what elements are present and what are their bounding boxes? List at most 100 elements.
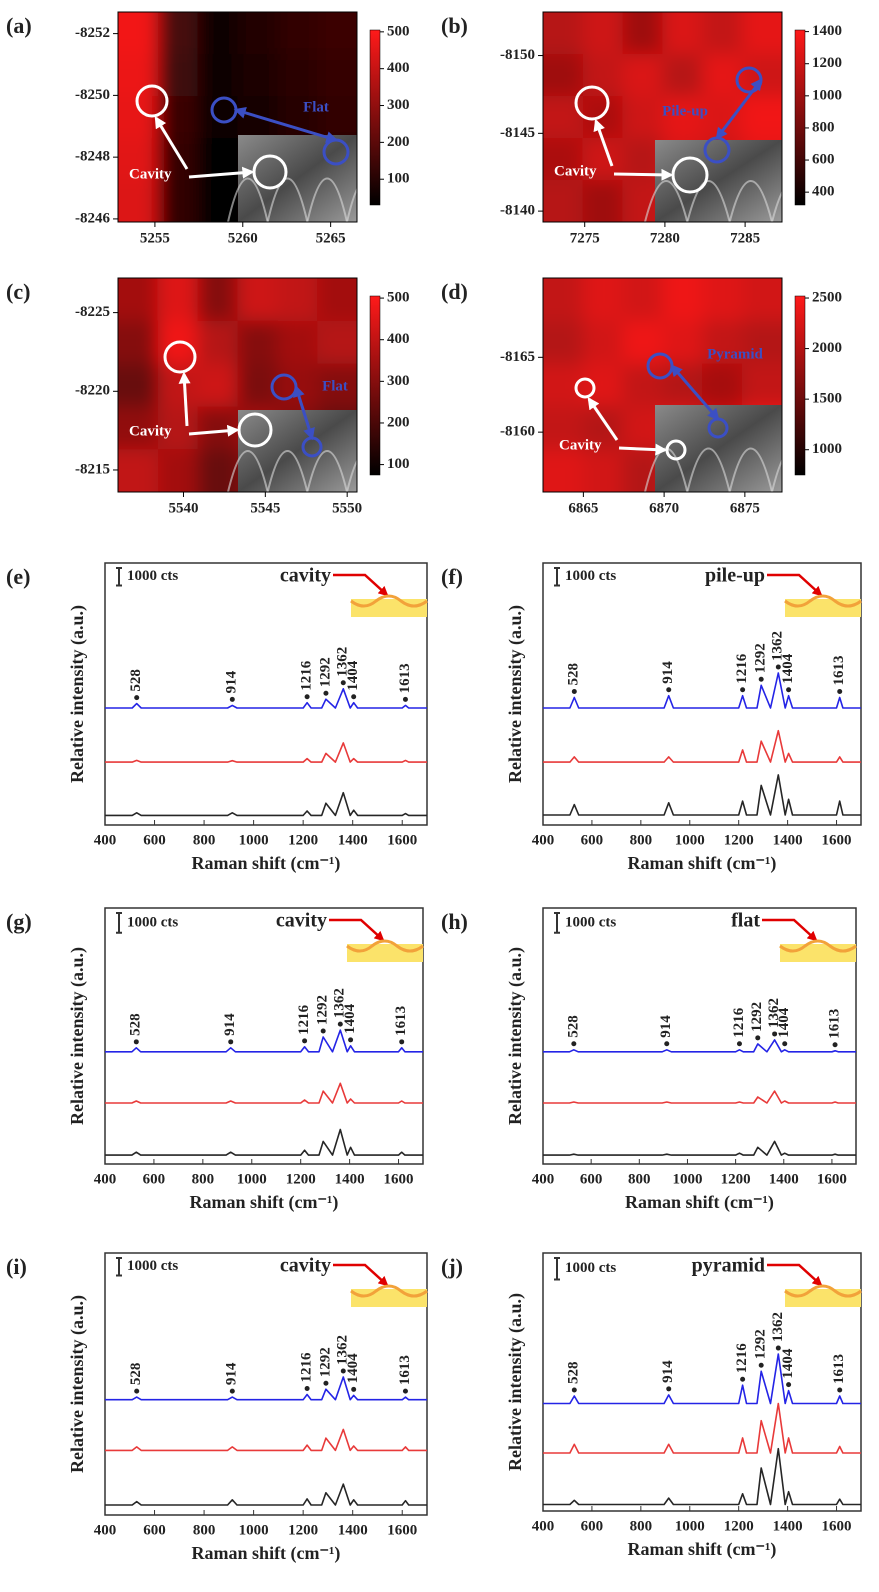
spectrum: [543, 1090, 856, 1104]
spectrum: [105, 1029, 423, 1053]
heatmap-cells: [543, 12, 782, 222]
peak-label: 1404: [780, 653, 796, 684]
heat-cell: [543, 12, 584, 55]
heat-cell: [543, 54, 584, 97]
heat-cell: [702, 363, 743, 407]
inset-arrow: [762, 918, 818, 942]
peak-label: 1362: [770, 1312, 786, 1342]
peak-label: 1216: [734, 1343, 750, 1374]
peak-label: 1292: [753, 643, 769, 673]
sem-texture: [728, 447, 773, 492]
heat-cell: [742, 278, 782, 322]
peak-label: 914: [660, 1360, 676, 1383]
arrow: [618, 443, 668, 456]
colorbar-tick-label: 1500: [812, 391, 842, 407]
heat-cell: [702, 320, 743, 365]
inset-surface: [346, 939, 424, 953]
peak-dot: [304, 694, 310, 700]
annotation: Cavity: [129, 423, 172, 439]
peak-label: 1216: [734, 653, 750, 684]
peak-label: 1216: [296, 1004, 312, 1035]
peak-label: 1292: [317, 657, 333, 687]
peak-label: 528: [566, 663, 582, 686]
panel-label: (a): [6, 13, 32, 38]
frame: [542, 907, 857, 1165]
colorbar-tick-label: 500: [387, 290, 410, 306]
x-tick-label: 600: [143, 832, 166, 848]
x-tick-label: 800: [193, 1522, 216, 1538]
scale-bar-label: 1000 cts: [565, 1260, 616, 1276]
peak-dot: [740, 687, 746, 693]
peak-label: 1216: [299, 1352, 315, 1383]
spectrum: [543, 1140, 856, 1156]
annotation: Cavity: [129, 166, 172, 182]
y-tick-label: -8215: [75, 461, 110, 477]
sem-texture: [686, 180, 731, 222]
peak-dot: [133, 1039, 139, 1045]
colorbar-tick-label: 2000: [812, 340, 842, 356]
x-tick-label: 6875: [730, 500, 760, 516]
inset-surface: [350, 594, 428, 608]
panel-label: (h): [441, 909, 468, 934]
peak-label: 1362: [766, 998, 782, 1028]
heat-cell: [197, 320, 238, 365]
heat-cell: [237, 320, 278, 365]
heat-cell: [157, 278, 199, 322]
spectrum: [543, 672, 861, 709]
x-tick-label: 7285: [730, 230, 760, 246]
heat-cell: [622, 320, 663, 365]
heatmap-cells: [118, 278, 357, 492]
spectrum: [105, 1082, 423, 1104]
x-tick-label: 5545: [250, 500, 280, 516]
colorbar-tick-label: 400: [812, 184, 835, 200]
peak-dot: [571, 1041, 577, 1047]
x-axis-label: Raman shift (cm⁻¹): [625, 1192, 774, 1213]
y-tick-label: -8140: [500, 203, 535, 219]
inset-substrate: [780, 944, 856, 962]
heat-cell: [543, 449, 584, 492]
x-tick-label: 800: [192, 1171, 215, 1187]
heat-cell: [582, 449, 624, 492]
heat-cell: [197, 363, 238, 407]
colorbar-tick-label: 400: [387, 331, 410, 347]
heat-cell: [197, 54, 238, 97]
colorbar: [369, 29, 381, 206]
peak-label: 1362: [335, 647, 351, 677]
cells: [543, 12, 782, 222]
spectrum: [543, 1039, 856, 1053]
spectrum: [543, 1402, 861, 1454]
heat-cell: [197, 96, 238, 139]
heat-cell: [543, 138, 584, 181]
sem-texture: [771, 190, 782, 222]
heat-cell: [118, 449, 159, 492]
cavity-circle: [574, 377, 596, 399]
peak-dot: [775, 1345, 781, 1351]
sem-texture: [306, 177, 348, 222]
colorbar-tick-label: 100: [387, 171, 410, 187]
peak-label: 1613: [397, 663, 413, 693]
heat-cell: [157, 12, 199, 55]
annotation: Flat: [303, 99, 329, 115]
peak-dot: [229, 696, 235, 702]
x-tick-label: 1200: [724, 832, 754, 848]
peak-dot: [340, 680, 346, 686]
scale-bar: [554, 1257, 560, 1281]
x-tick-label: 1000: [675, 832, 705, 848]
x-tick-label: 1400: [335, 1171, 365, 1187]
heat-cell: [118, 138, 159, 181]
heat-cell: [197, 12, 238, 55]
peak-dot: [782, 1041, 788, 1047]
heatmap-cells: [118, 12, 357, 222]
heat-cell: [317, 12, 357, 55]
x-tick-label: 600: [580, 1171, 603, 1187]
x-tick-label: 5265: [316, 230, 346, 246]
arrow: [593, 118, 614, 167]
spectrum: [105, 742, 427, 763]
scale-bar: [116, 912, 122, 934]
peak-dot: [134, 695, 140, 701]
peak-label: 1292: [317, 1347, 333, 1377]
colorbar: [369, 295, 381, 476]
peak-label: 1613: [826, 1009, 842, 1039]
heat-cell: [197, 406, 238, 450]
peak-label: 528: [566, 1361, 582, 1384]
